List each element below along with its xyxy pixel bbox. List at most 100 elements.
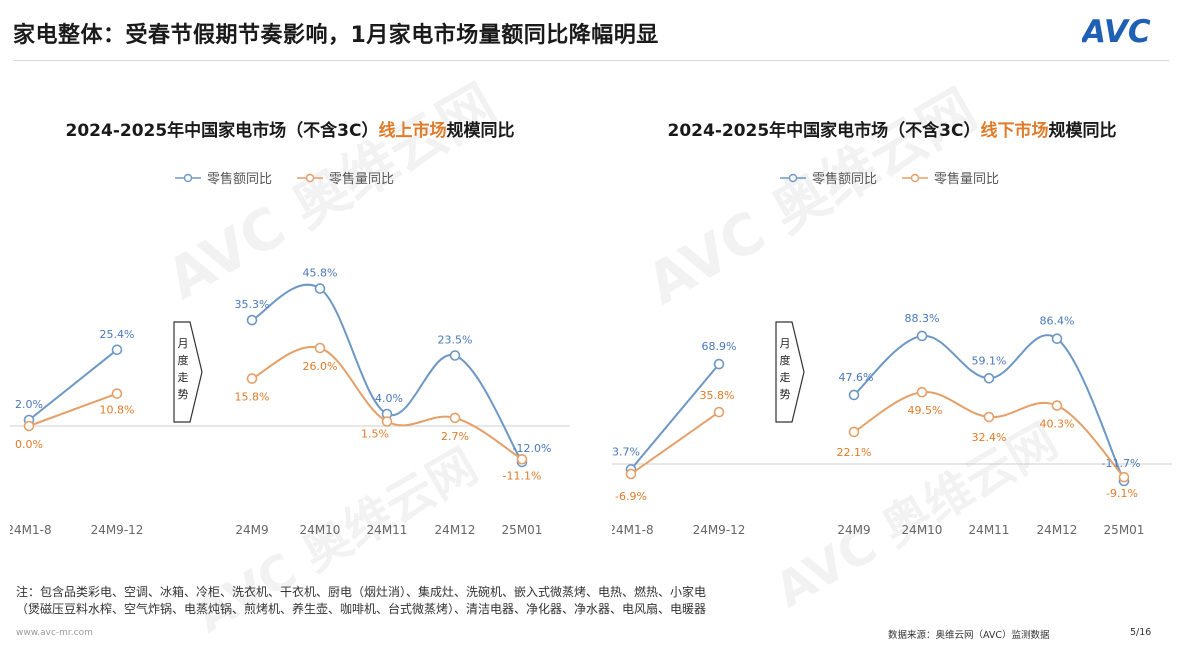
x-tick-label: 24M10 — [300, 523, 341, 537]
chart-panel-offline: 2024-2025年中国家电市场（不含3C）线下市场规模同比 零售额同比 零售量同… — [612, 100, 1172, 560]
amount-line-segment-1 — [28, 349, 118, 421]
header-divider — [13, 60, 1169, 61]
volume-point — [23, 420, 35, 432]
x-tick-label: 24M9 — [235, 523, 268, 537]
amount-data-label: 88.3% — [905, 312, 940, 325]
volume-line-segment-1 — [630, 411, 720, 475]
chart-title: 2024-2025年中国家电市场（不含3C）线下市场规模同比 — [667, 121, 1117, 141]
volume-data-label: 40.3% — [1040, 418, 1075, 431]
arrow-label-char: 势 — [780, 388, 791, 401]
header: 家电整体：受春节假期节奏影响，1月家电市场量额同比降幅明显 AVC — [0, 0, 1182, 64]
volume-point — [246, 373, 258, 384]
x-tick-label: 24M10 — [902, 523, 943, 537]
volume-point — [983, 411, 995, 423]
volume-data-label: -6.9% — [615, 490, 647, 503]
volume-point — [1118, 471, 1130, 483]
amount-point — [1051, 333, 1063, 345]
volume-point — [381, 416, 393, 427]
volume-data-label: 32.4% — [972, 431, 1007, 444]
volume-point — [713, 406, 725, 418]
amount-line-segment-2 — [853, 334, 1125, 482]
volume-point — [449, 412, 461, 424]
volume-point — [848, 426, 860, 438]
avc-logo: AVC — [1082, 14, 1151, 48]
x-tick-label: 25M01 — [1104, 523, 1145, 537]
page-title: 家电整体：受春节假期节奏影响，1月家电市场量额同比降幅明显 — [13, 23, 659, 48]
x-tick-label: 24M9-12 — [91, 523, 144, 537]
volume-point — [111, 388, 123, 399]
amount-data-label: 35.3% — [235, 298, 270, 311]
x-tick-label: 24M12 — [1037, 523, 1078, 537]
amount-data-label: -12.0% — [513, 442, 552, 455]
volume-data-label: 0.0% — [15, 438, 43, 451]
amount-data-label: 68.9% — [702, 340, 737, 353]
footnote: 注：包含品类彩电、空调、冰箱、冷柜、洗衣机、干衣机、厨电（烟灶消）、集成灶、洗碗… — [16, 584, 706, 618]
legend-label-amount: 零售额同比 — [207, 171, 272, 187]
volume-data-label: 26.0% — [303, 360, 338, 373]
volume-data-label: -11.1% — [503, 469, 542, 482]
legend-label-volume: 零售量同比 — [329, 171, 394, 187]
volume-data-label: 1.5% — [361, 428, 389, 441]
legend-marker — [183, 173, 193, 183]
x-tick-label: 24M1-8 — [612, 523, 654, 537]
amount-point — [314, 283, 326, 294]
amount-data-label: 47.6% — [839, 371, 874, 384]
x-tick-label: 24M12 — [435, 523, 476, 537]
legend-label-amount: 零售额同比 — [812, 171, 877, 187]
amount-data-label: 86.4% — [1040, 315, 1075, 328]
page-number: 5/16 — [1130, 627, 1152, 638]
amount-point — [449, 350, 461, 361]
volume-data-label: 2.7% — [441, 430, 469, 443]
x-tick-label: 25M01 — [502, 523, 543, 537]
arrow-shape — [173, 321, 203, 423]
volume-point — [516, 453, 528, 465]
amount-data-label: 23.5% — [438, 334, 473, 347]
volume-data-label: 35.8% — [700, 389, 735, 402]
logo-text: AVC — [1082, 14, 1151, 48]
volume-point — [916, 386, 928, 398]
legend-label-volume: 零售量同比 — [934, 171, 999, 187]
chart-panel-online: 2024-2025年中国家电市场（不含3C）线上市场规模同比 零售额同比 零售量同… — [10, 100, 570, 560]
amount-point — [916, 330, 928, 342]
arrow-label-char: 势 — [178, 388, 189, 401]
volume-data-label: 22.1% — [837, 446, 872, 459]
volume-data-label: -9.1% — [1106, 487, 1138, 500]
footnote-line-2: （煲磁压豆料水榨、空气炸锅、电蒸炖锅、煎烤机、养生壶、咖啡机、台式微蒸烤）、清洁… — [16, 602, 707, 616]
website: www.avc-mr.com — [16, 628, 93, 638]
legend-marker — [788, 173, 798, 183]
volume-point — [1051, 400, 1063, 411]
amount-point — [983, 373, 995, 384]
arrow-shape — [775, 321, 805, 423]
amount-data-label: -11.7% — [1102, 457, 1141, 470]
x-tick-label: 24M9 — [837, 523, 870, 537]
legend-marker — [305, 173, 315, 183]
volume-line-segment-1 — [28, 392, 118, 427]
amount-point — [111, 344, 123, 356]
arrow-label-char: 度 — [178, 353, 189, 367]
legend-marker — [910, 173, 920, 183]
x-tick-label: 24M11 — [367, 523, 408, 537]
arrow-label-char: 度 — [780, 353, 791, 367]
arrow-label-char: 月 — [178, 337, 189, 350]
amount-line-segment-1 — [630, 363, 720, 471]
x-tick-label: 24M9-12 — [693, 523, 746, 537]
chart-title: 2024-2025年中国家电市场（不含3C）线上市场规模同比 — [65, 121, 515, 141]
arrow-label-char: 走 — [780, 371, 791, 384]
amount-data-label: -3.7% — [612, 445, 640, 458]
amount-point — [246, 314, 258, 326]
amount-point — [848, 389, 860, 401]
amount-data-label: 45.8% — [303, 267, 338, 280]
volume-data-label: 10.8% — [100, 404, 135, 417]
volume-point — [625, 468, 637, 480]
amount-data-label: 25.4% — [100, 328, 135, 341]
data-source: 数据来源：奥维云网（AVC）监测数据 — [888, 630, 1050, 641]
footnote-line-1: 注：包含品类彩电、空调、冰箱、冷柜、洗衣机、干衣机、厨电（烟灶消）、集成灶、洗碗… — [16, 585, 707, 599]
amount-data-label: 2.0% — [15, 398, 43, 411]
amount-point — [713, 358, 725, 370]
arrow-label-char: 月 — [780, 337, 791, 350]
x-tick-label: 24M11 — [969, 523, 1010, 537]
